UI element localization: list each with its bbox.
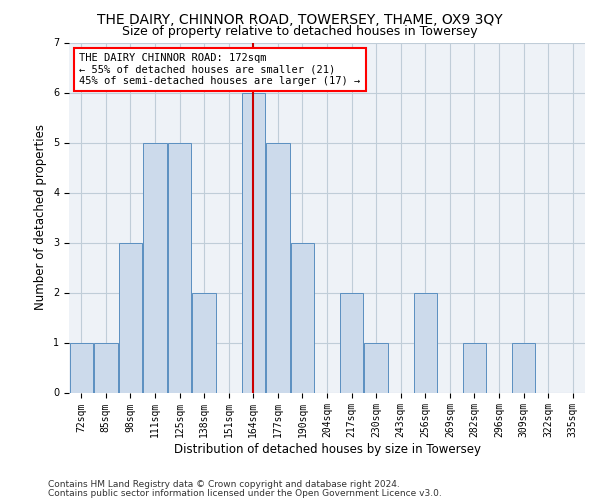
Bar — [364, 342, 388, 392]
Bar — [463, 342, 486, 392]
Bar — [168, 142, 191, 392]
Text: Size of property relative to detached houses in Towersey: Size of property relative to detached ho… — [122, 25, 478, 38]
Bar — [94, 342, 118, 392]
Bar — [340, 292, 363, 392]
Bar — [291, 242, 314, 392]
Bar — [413, 292, 437, 392]
Text: Contains HM Land Registry data © Crown copyright and database right 2024.: Contains HM Land Registry data © Crown c… — [48, 480, 400, 489]
Bar — [143, 142, 167, 392]
Bar — [119, 242, 142, 392]
Y-axis label: Number of detached properties: Number of detached properties — [34, 124, 47, 310]
Bar — [512, 342, 535, 392]
Bar — [70, 342, 93, 392]
Text: THE DAIRY, CHINNOR ROAD, TOWERSEY, THAME, OX9 3QY: THE DAIRY, CHINNOR ROAD, TOWERSEY, THAME… — [97, 12, 503, 26]
Text: THE DAIRY CHINNOR ROAD: 172sqm
← 55% of detached houses are smaller (21)
45% of : THE DAIRY CHINNOR ROAD: 172sqm ← 55% of … — [79, 53, 361, 86]
Bar — [193, 292, 216, 392]
Bar — [266, 142, 290, 392]
Bar — [242, 92, 265, 393]
X-axis label: Distribution of detached houses by size in Towersey: Distribution of detached houses by size … — [173, 443, 481, 456]
Text: Contains public sector information licensed under the Open Government Licence v3: Contains public sector information licen… — [48, 488, 442, 498]
